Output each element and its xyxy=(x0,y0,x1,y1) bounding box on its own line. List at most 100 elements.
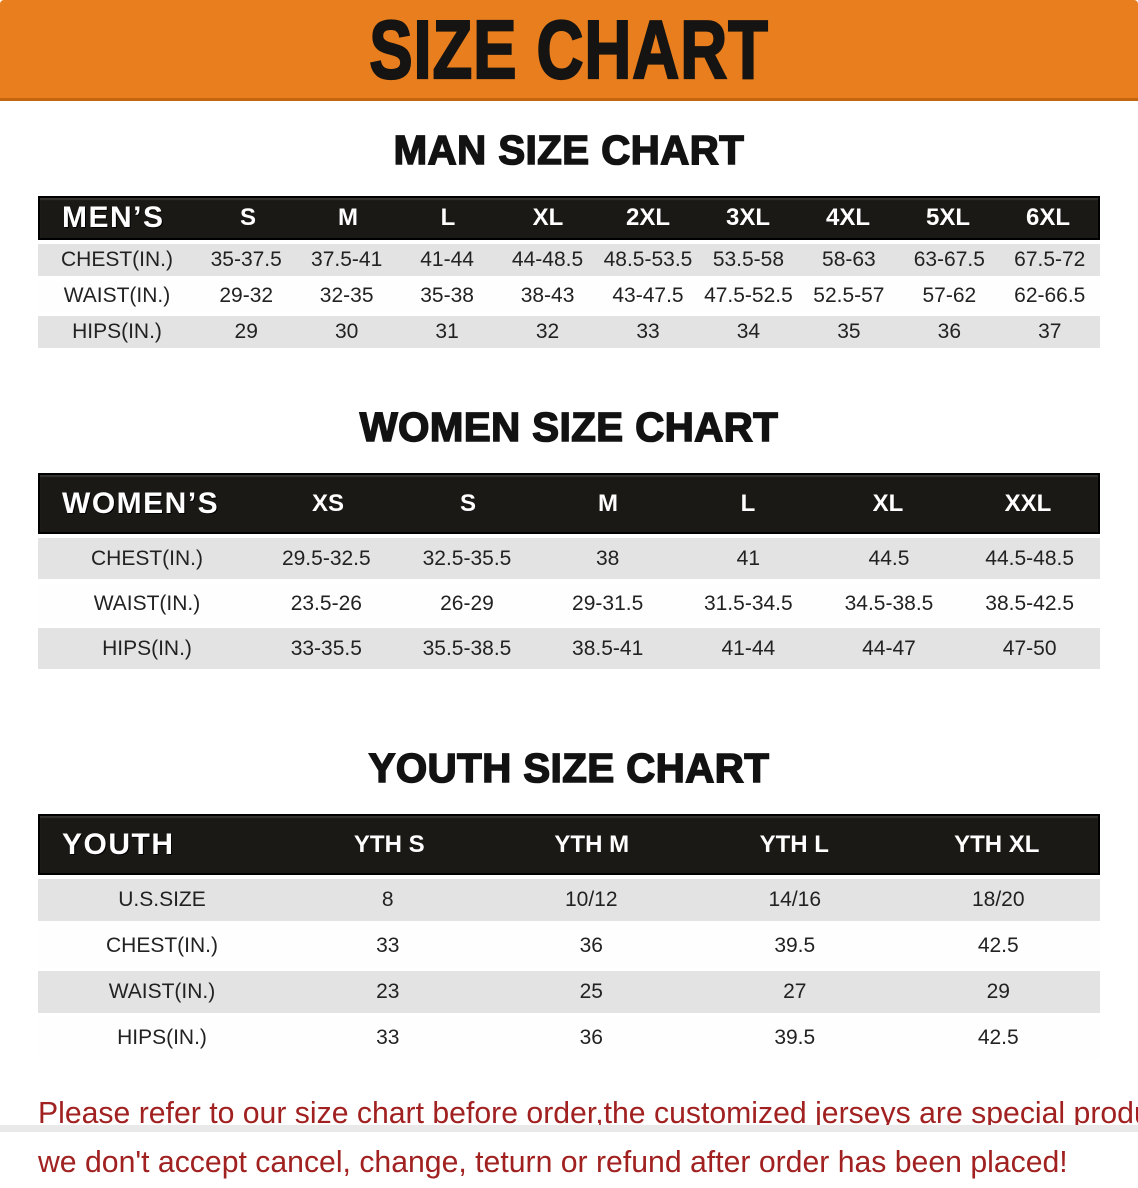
size-column-header: XS xyxy=(311,489,344,517)
row-label-cell: CHEST(IN.) xyxy=(61,248,173,271)
size-column-header: 5XL xyxy=(925,204,970,231)
row-label-cell: HIPS(IN.) xyxy=(72,320,162,343)
measurement-value-cell: 42.5 xyxy=(977,934,1019,957)
measurement-value-cell: 33 xyxy=(636,320,660,343)
size-column-header: XL xyxy=(532,204,564,231)
measurement-value-cell: 58-63 xyxy=(822,248,876,271)
row-label-cell: WAIST(IN.) xyxy=(93,591,201,615)
table-title-cell: MEN’S xyxy=(62,201,165,234)
measurement-value-cell: 32-35 xyxy=(319,284,374,307)
measurement-value-cell: 31.5-34.5 xyxy=(703,591,793,615)
size-column-header: S xyxy=(239,204,256,231)
measurement-value-cell: 67.5-72 xyxy=(1014,248,1086,271)
disclaimer-line-2: we don't accept cancel, change, teturn o… xyxy=(38,1145,1068,1180)
measurement-value-cell: 44.5-48.5 xyxy=(985,546,1075,570)
measurement-value-cell: 14/16 xyxy=(768,888,822,911)
measurement-value-cell: 39.5 xyxy=(774,1026,816,1049)
size-column-header: 3XL xyxy=(725,204,770,231)
table-row: WAIST(IN.) 29-32 32-35 35-38 38-43 43-47.5 47.… xyxy=(38,280,1100,312)
size-column-header: 2XL xyxy=(625,204,670,231)
bottom-edge-strip xyxy=(0,1125,1138,1132)
measurement-value-cell: 35 xyxy=(837,320,861,343)
table-row: U.S.SIZE 8 10/12 14/16 18/20 xyxy=(38,879,1100,921)
measurement-value-cell: 44-48.5 xyxy=(511,248,584,271)
measurement-value-cell: 37.5-41 xyxy=(311,248,383,271)
measurement-value-cell: 52.5-57 xyxy=(813,284,885,307)
size-column-header: M xyxy=(598,489,618,517)
size-column-header: XXL xyxy=(1004,489,1052,517)
disclaimer-line-1: Please refer to our size chart before or… xyxy=(38,1096,1138,1130)
table-row: HIPS(IN.) 33 36 39.5 42.5 xyxy=(38,1017,1100,1059)
measurement-value-cell: 41-44 xyxy=(420,248,474,271)
measurement-value-cell: 44-47 xyxy=(862,636,916,660)
table-row: CHEST(IN.) 29.5-32.5 32.5-35.5 38 41 44.5 44.5… xyxy=(38,538,1100,579)
table-header-row: YOUTH YTH S YTH M YTH L YTH XL xyxy=(38,814,1100,875)
measurement-value-cell: 36 xyxy=(579,1026,603,1049)
table-row: WAIST(IN.) 23.5-26 26-29 29-31.5 31.5-34.5 34… xyxy=(38,583,1100,624)
size-column-header: S xyxy=(459,489,476,517)
measurement-value-cell: 47-50 xyxy=(1002,636,1057,660)
table-title-cell: YOUTH xyxy=(62,827,175,861)
measurement-value-cell: 39.5 xyxy=(774,934,816,957)
measurement-value-cell: 36 xyxy=(579,934,603,957)
size-column-header: 6XL xyxy=(1025,204,1070,231)
measurement-value-cell: 18/20 xyxy=(971,888,1025,911)
measurement-value-cell: 34 xyxy=(736,320,761,343)
measurement-value-cell: 29.5-32.5 xyxy=(281,546,371,570)
row-label-cell: CHEST(IN.) xyxy=(106,934,218,957)
size-chart-banner: SIZE CHART xyxy=(0,0,1138,101)
measurement-value-cell: 53.5-58 xyxy=(712,248,785,271)
size-column-header: YTH XL xyxy=(954,830,1040,858)
disclaimer-note: Please refer to our size chart before or… xyxy=(38,1089,1138,1188)
measurement-value-cell: 62-66.5 xyxy=(1014,284,1086,307)
measurement-value-cell: 44.5 xyxy=(868,546,910,570)
women-section-heading: WOMEN SIZE CHART xyxy=(359,403,779,451)
table-title-cell: WOMEN’S xyxy=(62,486,220,520)
table-header-row: WOMEN’S XS S M L XL XXL xyxy=(38,473,1100,534)
measurement-value-cell: 38 xyxy=(595,546,620,570)
table-row: CHEST(IN.) 33 36 39.5 42.5 xyxy=(38,925,1100,967)
measurement-value-cell: 25 xyxy=(579,980,603,1003)
row-label-cell: HIPS(IN.) xyxy=(117,1026,207,1049)
table-row: WAIST(IN.) 23 25 27 29 xyxy=(38,971,1100,1013)
men-section-heading: MAN SIZE CHART xyxy=(393,126,745,174)
measurement-value-cell: 33 xyxy=(376,934,400,957)
measurement-value-cell: 38-43 xyxy=(520,284,575,307)
table-header-row: MEN’S S M L XL 2XL 3XL 4XL 5XL 6XL xyxy=(38,196,1100,240)
measurement-value-cell: 35-37.5 xyxy=(210,248,282,271)
row-label-cell: U.S.SIZE xyxy=(118,888,206,911)
row-label-cell: WAIST(IN.) xyxy=(63,284,171,307)
table-row: HIPS(IN.) 33-35.5 35.5-38.5 38.5-41 41-44 44-… xyxy=(38,628,1100,669)
measurement-value-cell: 41-44 xyxy=(721,636,776,660)
measurement-value-cell: 33 xyxy=(376,1026,400,1049)
measurement-value-cell: 23 xyxy=(376,980,400,1003)
measurement-value-cell: 35.5-38.5 xyxy=(422,636,512,660)
youth-size-table: YOUTH YTH S YTH M YTH L YTH XL U.S.SIZE 8 10/12… xyxy=(38,814,1100,1059)
men-size-table: MEN’S S M L XL 2XL 3XL 4XL 5XL 6XL CHEST(IN.) 35-37… xyxy=(38,196,1100,348)
measurement-value-cell: 33-35.5 xyxy=(290,636,362,660)
measurement-value-cell: 35-38 xyxy=(420,284,474,307)
measurement-value-cell: 8 xyxy=(381,888,394,911)
table-row: HIPS(IN.) 29 30 31 32 33 34 35 36 37 xyxy=(38,316,1100,348)
row-label-cell: CHEST(IN.) xyxy=(91,546,203,570)
measurement-value-cell: 26-29 xyxy=(440,591,494,615)
size-column-header: M xyxy=(338,204,358,231)
measurement-value-cell: 38.5-42.5 xyxy=(985,591,1075,615)
measurement-value-cell: 41 xyxy=(736,546,760,570)
measurement-value-cell: 32 xyxy=(535,320,560,343)
measurement-value-cell: 48.5-53.5 xyxy=(603,248,693,271)
banner-title: SIZE CHART xyxy=(368,1,769,96)
measurement-value-cell: 31 xyxy=(435,320,459,343)
measurement-value-cell: 43-47.5 xyxy=(612,284,684,307)
measurement-value-cell: 30 xyxy=(334,320,359,343)
size-column-header: 4XL xyxy=(825,204,870,231)
measurement-value-cell: 29 xyxy=(234,320,258,343)
size-column-header: YTH L xyxy=(759,830,829,858)
measurement-value-cell: 10/12 xyxy=(564,888,618,911)
measurement-value-cell: 29-31.5 xyxy=(572,591,644,615)
table-row: CHEST(IN.) 35-37.5 37.5-41 41-44 44-48.5 48.5… xyxy=(38,244,1100,276)
measurement-value-cell: 23.5-26 xyxy=(290,591,362,615)
measurement-value-cell: 37 xyxy=(1038,320,1062,343)
measurement-value-cell: 42.5 xyxy=(977,1026,1019,1049)
measurement-value-cell: 47.5-52.5 xyxy=(704,284,793,307)
